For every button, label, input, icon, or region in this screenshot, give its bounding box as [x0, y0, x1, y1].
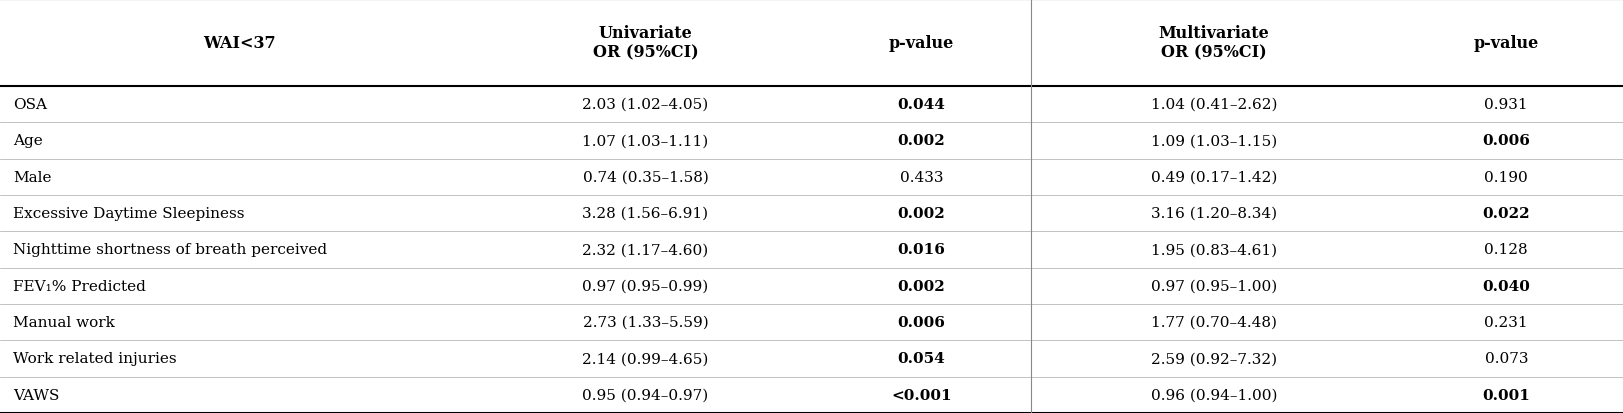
Text: 3.28 (1.56–6.91): 3.28 (1.56–6.91): [583, 206, 708, 221]
Text: Nighttime shortness of breath perceived: Nighttime shortness of breath perceived: [13, 243, 326, 257]
Text: 0.006: 0.006: [1482, 134, 1529, 148]
Text: <0.001: <0.001: [891, 388, 951, 402]
Text: p-value: p-value: [1472, 35, 1539, 52]
Text: Age: Age: [13, 134, 42, 148]
Text: 0.054: 0.054: [898, 351, 945, 366]
Text: 0.931: 0.931: [1483, 98, 1527, 112]
Text: 0.002: 0.002: [898, 134, 945, 148]
Text: 0.073: 0.073: [1483, 351, 1527, 366]
Text: Multivariate
OR (95%CI): Multivariate OR (95%CI): [1157, 25, 1269, 62]
Text: 0.016: 0.016: [898, 243, 945, 257]
Text: 1.09 (1.03–1.15): 1.09 (1.03–1.15): [1151, 134, 1276, 148]
Text: 2.14 (0.99–4.65): 2.14 (0.99–4.65): [583, 351, 708, 366]
Text: 1.95 (0.83–4.61): 1.95 (0.83–4.61): [1151, 243, 1276, 257]
Text: 0.95 (0.94–0.97): 0.95 (0.94–0.97): [583, 388, 708, 402]
Text: 0.49 (0.17–1.42): 0.49 (0.17–1.42): [1151, 171, 1276, 184]
Text: 0.002: 0.002: [898, 206, 945, 221]
Text: 0.190: 0.190: [1483, 171, 1527, 184]
Text: Univariate
OR (95%CI): Univariate OR (95%CI): [592, 25, 698, 62]
Text: 1.07 (1.03–1.11): 1.07 (1.03–1.11): [583, 134, 708, 148]
Text: 2.32 (1.17–4.60): 2.32 (1.17–4.60): [583, 243, 708, 257]
Text: 0.97 (0.95–0.99): 0.97 (0.95–0.99): [583, 279, 708, 293]
Text: 0.002: 0.002: [898, 279, 945, 293]
Text: 0.128: 0.128: [1483, 243, 1527, 257]
Text: 0.001: 0.001: [1482, 388, 1529, 402]
Text: 0.96 (0.94–1.00): 0.96 (0.94–1.00): [1151, 388, 1276, 402]
Text: 0.433: 0.433: [899, 171, 943, 184]
Text: 2.73 (1.33–5.59): 2.73 (1.33–5.59): [583, 316, 708, 329]
Text: 1.77 (0.70–4.48): 1.77 (0.70–4.48): [1151, 316, 1276, 329]
Text: 0.044: 0.044: [898, 98, 945, 112]
Text: 0.97 (0.95–1.00): 0.97 (0.95–1.00): [1151, 279, 1276, 293]
Text: p-value: p-value: [888, 35, 954, 52]
Text: WAI<37: WAI<37: [203, 35, 276, 52]
Text: 0.231: 0.231: [1483, 316, 1527, 329]
Text: 2.03 (1.02–4.05): 2.03 (1.02–4.05): [583, 98, 708, 112]
Text: 1.04 (0.41–2.62): 1.04 (0.41–2.62): [1151, 98, 1276, 112]
Text: Manual work: Manual work: [13, 316, 115, 329]
Text: Work related injuries: Work related injuries: [13, 351, 177, 366]
Text: FEV₁% Predicted: FEV₁% Predicted: [13, 279, 146, 293]
Text: 0.006: 0.006: [898, 316, 945, 329]
Text: 0.040: 0.040: [1482, 279, 1529, 293]
Text: 3.16 (1.20–8.34): 3.16 (1.20–8.34): [1151, 206, 1276, 221]
Text: 0.74 (0.35–1.58): 0.74 (0.35–1.58): [583, 171, 708, 184]
Text: 0.022: 0.022: [1482, 206, 1529, 221]
Text: OSA: OSA: [13, 98, 47, 112]
Text: Male: Male: [13, 171, 52, 184]
Text: VAWS: VAWS: [13, 388, 60, 402]
Text: Excessive Daytime Sleepiness: Excessive Daytime Sleepiness: [13, 206, 245, 221]
Text: 2.59 (0.92–7.32): 2.59 (0.92–7.32): [1151, 351, 1276, 366]
